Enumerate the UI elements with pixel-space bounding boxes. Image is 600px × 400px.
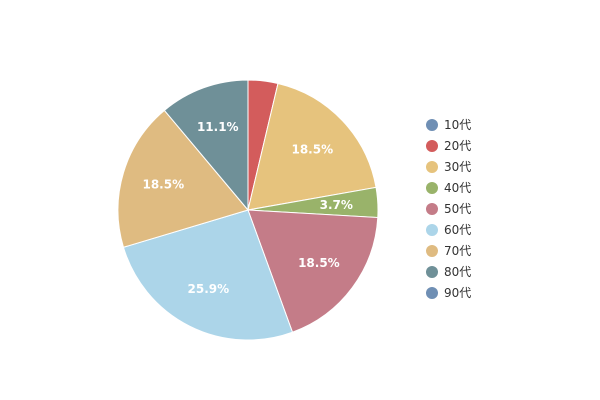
slice-label-4: 3.7% (320, 198, 353, 212)
pie-data-labels: 18.5% 3.7% 18.5% 25.9% 18.5% 11.1% (142, 120, 352, 296)
legend-label-9: 90代 (444, 286, 471, 300)
legend-swatch-4 (426, 182, 438, 194)
legend-label-7: 70代 (444, 244, 471, 258)
legend-swatch-5 (426, 203, 438, 215)
legend-item-5[interactable]: 50代 (426, 202, 471, 216)
pie-slices (117, 79, 379, 341)
slice-label-6: 25.9% (188, 282, 230, 296)
pie-slice-6 (122, 209, 294, 341)
legend-item-9[interactable]: 90代 (426, 286, 471, 300)
legend-label-8: 80代 (444, 265, 471, 279)
legend-swatch-1 (426, 119, 438, 131)
legend: 10代 20代 30代 40代 50代 60代 70代 80代 90代 (426, 118, 471, 300)
legend-item-2[interactable]: 20代 (426, 139, 471, 153)
legend-swatch-7 (426, 245, 438, 257)
legend-item-6[interactable]: 60代 (426, 223, 471, 237)
slice-label-7: 18.5% (142, 178, 184, 192)
legend-swatch-6 (426, 224, 438, 236)
legend-label-1: 10代 (444, 118, 471, 132)
legend-item-1[interactable]: 10代 (426, 118, 471, 132)
slice-label-5: 18.5% (298, 256, 340, 270)
legend-swatch-8 (426, 266, 438, 278)
pie-slice-5 (247, 209, 379, 333)
legend-label-2: 20代 (444, 139, 471, 153)
legend-label-5: 50代 (444, 202, 471, 216)
legend-item-3[interactable]: 30代 (426, 160, 471, 174)
slice-label-3: 18.5% (291, 142, 333, 156)
pie-slice-3 (247, 82, 377, 211)
legend-item-7[interactable]: 70代 (426, 244, 471, 258)
legend-label-3: 30代 (444, 160, 471, 174)
legend-label-4: 40代 (444, 181, 471, 195)
slice-label-8: 11.1% (197, 120, 239, 134)
legend-swatch-9 (426, 287, 438, 299)
pie-slice-8 (163, 79, 249, 212)
legend-item-8[interactable]: 80代 (426, 265, 471, 279)
legend-swatch-3 (426, 161, 438, 173)
legend-item-4[interactable]: 40代 (426, 181, 471, 195)
legend-label-6: 60代 (444, 223, 471, 237)
pie-slice-7 (117, 109, 249, 248)
legend-swatch-2 (426, 140, 438, 152)
